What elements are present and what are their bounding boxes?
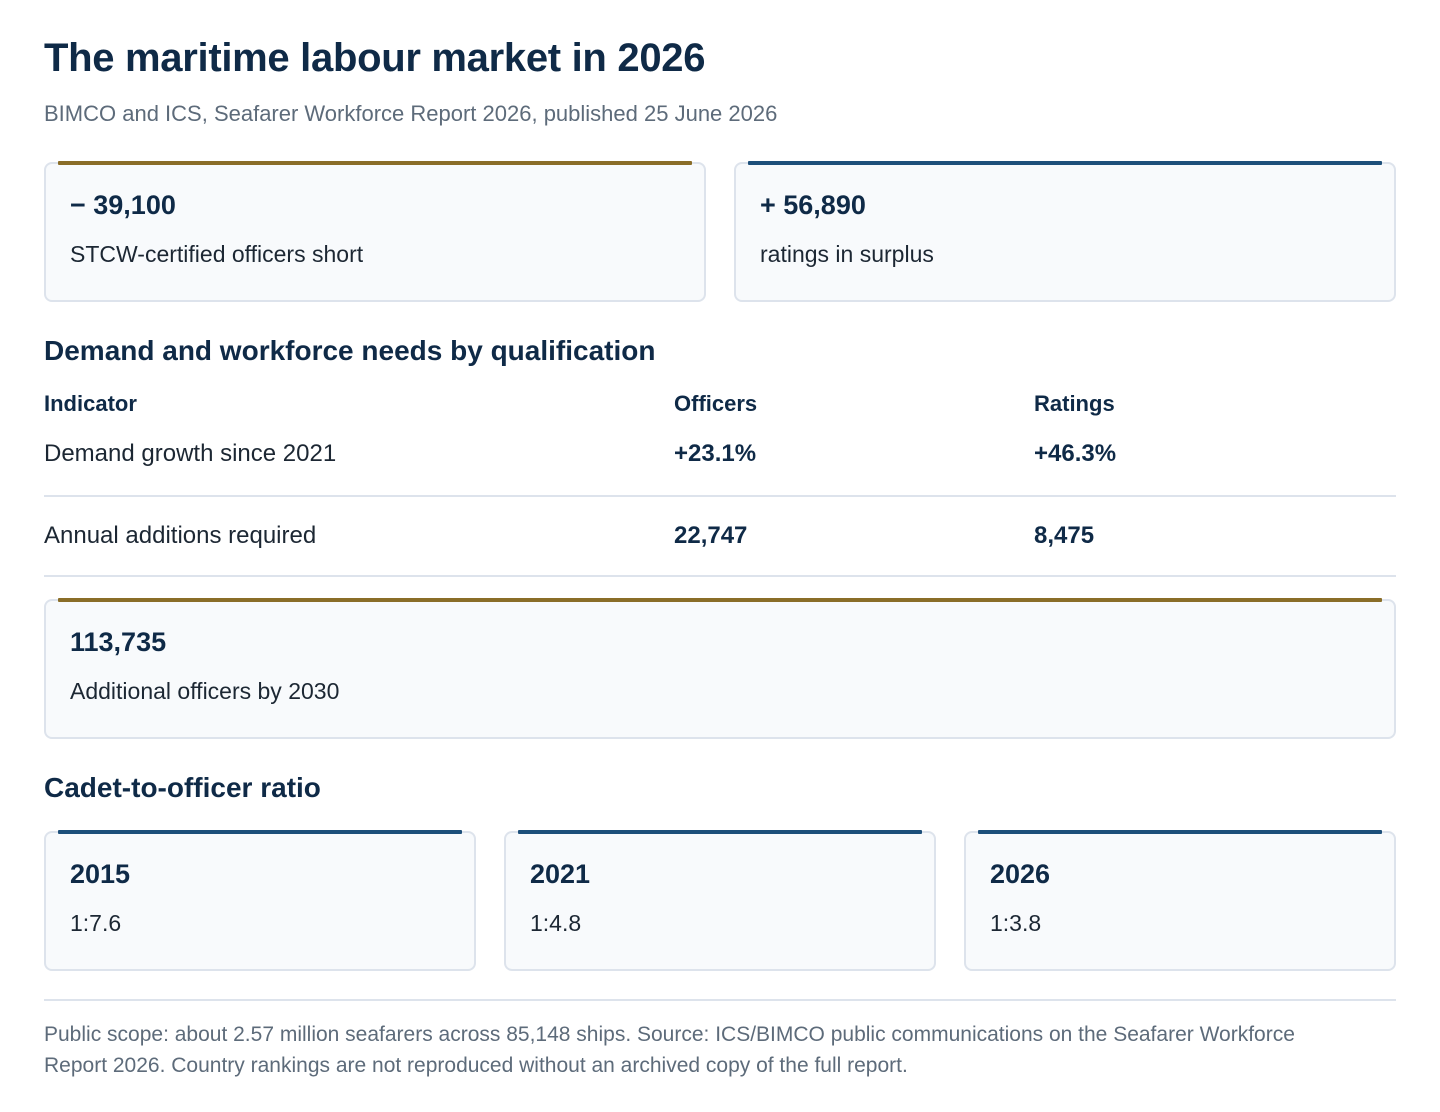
table-row: Annual additions required 22,747 8,475 (44, 496, 1396, 577)
ratio-card-2021: 2021 1:4.8 (504, 830, 936, 971)
report-page: The maritime labour market in 2026 BIMCO… (44, 36, 1396, 1077)
footer-divider (44, 999, 1396, 1001)
cell-indicator: Demand growth since 2021 (44, 420, 674, 497)
card-accent-bar (518, 830, 922, 834)
section-heading-needs: Demand and workforce needs by qualificat… (44, 335, 656, 366)
ratio-card-2026: 2026 1:3.8 (964, 830, 1396, 971)
needs-table: Indicator Officers Ratings Demand growth… (44, 390, 1396, 577)
table-header-row: Indicator Officers Ratings (44, 390, 1396, 420)
additional-label: Additional officers by 2030 (70, 678, 340, 704)
cell-indicator: Annual additions required (44, 496, 674, 577)
ratio-year: 2021 (530, 859, 591, 889)
card-accent-bar (58, 598, 1382, 602)
cell-ratings: +46.3% (1034, 420, 1396, 497)
ratio-year: 2015 (70, 859, 131, 889)
source-footnote: Public scope: about 2.57 million seafare… (44, 1023, 1295, 1077)
ratio-value: 1:3.8 (990, 910, 1042, 936)
page-subtitle: BIMCO and ICS, Seafarer Workforce Report… (44, 101, 778, 126)
kpi-card-officers-short: − 39,100 STCW-certified officers short (44, 161, 706, 302)
kpi-label: ratings in surplus (760, 241, 934, 267)
card-accent-bar (58, 830, 462, 834)
cell-officers: +23.1% (674, 420, 1034, 497)
kpi-value: − 39,100 (70, 190, 176, 220)
card-accent-bar (978, 830, 1382, 834)
ratio-row: 2015 1:7.6 2021 1:4.8 2026 1:3.8 (44, 830, 1396, 971)
column-header-indicator: Indicator (44, 391, 137, 416)
additional-officers-card: 113,735 Additional officers by 2030 (44, 598, 1396, 739)
ratio-value: 1:7.6 (70, 910, 122, 936)
card-accent-bar (748, 161, 1382, 165)
kpi-card-ratings-surplus: + 56,890 ratings in surplus (734, 161, 1396, 302)
column-header-ratings: Ratings (1034, 391, 1115, 416)
section-heading-ratio: Cadet-to-officer ratio (44, 772, 321, 803)
kpi-value: + 56,890 (760, 190, 866, 220)
ratio-card-2015: 2015 1:7.6 (44, 830, 476, 971)
card-accent-bar (58, 161, 692, 165)
ratio-value: 1:4.8 (530, 910, 582, 936)
column-header-officers: Officers (674, 391, 758, 416)
kpi-label: STCW-certified officers short (70, 241, 364, 267)
additional-value: 113,735 (70, 627, 167, 657)
cell-ratings: 8,475 (1034, 496, 1396, 577)
kpi-row: − 39,100 STCW-certified officers short +… (44, 161, 1396, 302)
page-title: The maritime labour market in 2026 (44, 36, 706, 80)
cell-officers: 22,747 (674, 496, 1034, 577)
ratio-year: 2026 (990, 859, 1051, 889)
table-row: Demand growth since 2021 +23.1% +46.3% (44, 420, 1396, 497)
